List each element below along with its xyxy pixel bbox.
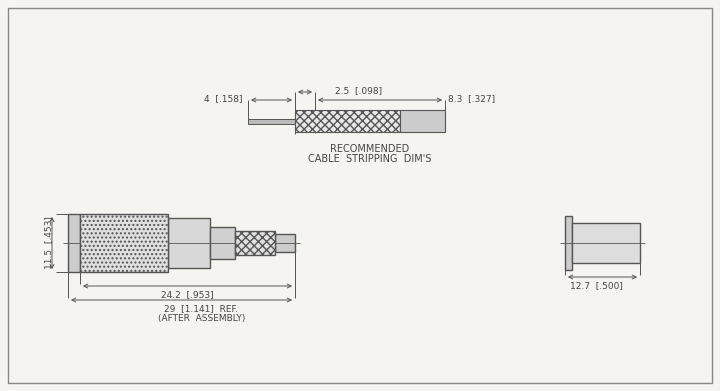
- Bar: [235, 231, 275, 255]
- Bar: [565, 216, 572, 270]
- Text: 2.5  [.098]: 2.5 [.098]: [335, 86, 382, 95]
- Text: 12.7  [.500]: 12.7 [.500]: [570, 281, 623, 290]
- Text: (AFTER  ASSEMBLY): (AFTER ASSEMBLY): [158, 314, 246, 323]
- Bar: [275, 234, 295, 252]
- Text: 4  [.158]: 4 [.158]: [204, 95, 243, 104]
- Bar: [168, 218, 210, 268]
- Bar: [210, 227, 235, 259]
- Bar: [248, 118, 295, 124]
- Bar: [400, 110, 445, 132]
- Bar: [295, 110, 400, 132]
- Text: CABLE  STRIPPING  DIM'S: CABLE STRIPPING DIM'S: [308, 154, 432, 164]
- Text: 24.2  [.953]: 24.2 [.953]: [161, 290, 214, 299]
- Bar: [572, 223, 640, 263]
- Text: RECOMMENDED: RECOMMENDED: [330, 144, 410, 154]
- Text: 8.3  [.327]: 8.3 [.327]: [448, 95, 495, 104]
- Bar: [80, 214, 168, 272]
- Text: 29  [1.141]  REF.: 29 [1.141] REF.: [164, 304, 238, 313]
- Text: 11.5  [.453]: 11.5 [.453]: [45, 217, 53, 269]
- Bar: [68, 214, 80, 272]
